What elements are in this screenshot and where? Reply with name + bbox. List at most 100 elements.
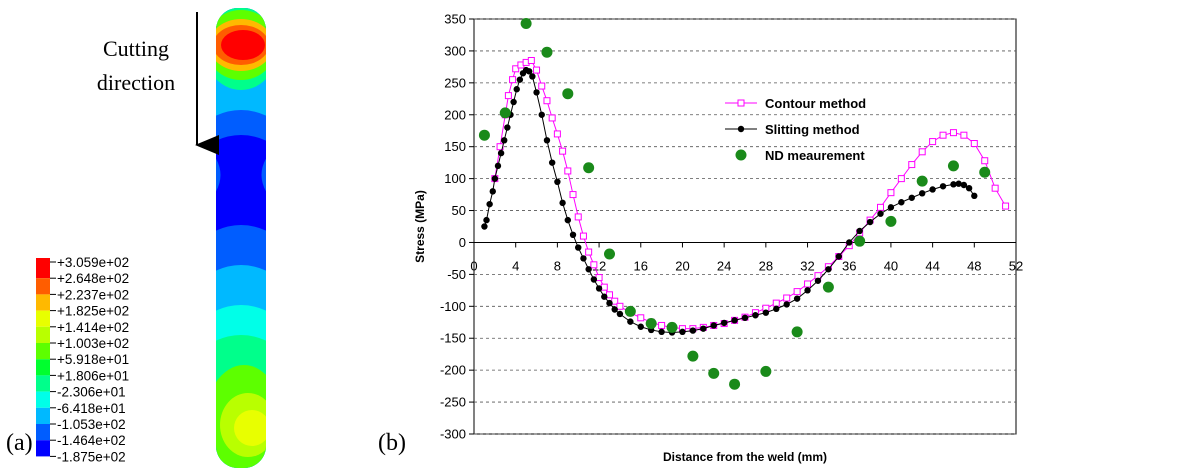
y-tick-label: -100 <box>440 299 466 314</box>
marker <box>950 181 957 188</box>
colorbar-swatch <box>36 310 50 327</box>
marker <box>666 321 678 333</box>
marker <box>804 280 812 288</box>
y-tick-label: 350 <box>444 12 466 27</box>
x-tick-label: 36 <box>842 258 856 273</box>
marker <box>600 283 608 291</box>
marker <box>637 314 645 322</box>
legend-label: Contour method <box>765 96 866 111</box>
marker <box>501 137 508 144</box>
marker <box>908 194 915 201</box>
marker <box>762 309 770 316</box>
marker <box>856 227 863 235</box>
marker <box>939 183 947 190</box>
marker <box>627 318 634 325</box>
annotation: Cutting <box>103 36 169 61</box>
marker <box>752 312 759 319</box>
marker <box>510 98 517 106</box>
marker <box>554 178 561 186</box>
marker <box>590 276 598 283</box>
y-tick-label: 50 <box>452 203 466 218</box>
marker <box>583 162 595 174</box>
colorbar-label: +1.806e+01 <box>57 368 129 383</box>
marker <box>595 285 603 292</box>
marker <box>574 213 582 221</box>
marker <box>687 350 699 362</box>
marker <box>866 218 874 226</box>
x-tick-label: 48 <box>967 258 981 273</box>
marker <box>486 200 493 208</box>
marker <box>533 66 541 74</box>
marker <box>731 317 738 324</box>
marker <box>908 161 916 169</box>
y-tick-label: 250 <box>444 75 466 90</box>
marker <box>569 191 577 199</box>
colorbar-label: +1.825e+02 <box>57 304 129 319</box>
marker <box>929 186 936 193</box>
x-tick-label: 52 <box>1009 258 1023 273</box>
y-tick-label: -150 <box>440 331 466 346</box>
colorbar-swatch <box>36 294 50 311</box>
marker <box>564 216 572 224</box>
marker <box>611 306 618 313</box>
colorbar-swatch <box>36 359 50 376</box>
marker <box>590 261 598 269</box>
marker <box>616 310 624 318</box>
legend-marker <box>735 149 747 161</box>
x-tick-label: 20 <box>675 258 689 273</box>
marker <box>543 97 551 105</box>
colorbar-swatch <box>36 326 50 343</box>
x-tick-label: 40 <box>884 258 898 273</box>
marker <box>793 288 801 296</box>
marker <box>885 215 897 227</box>
marker <box>729 378 741 390</box>
marker <box>478 129 490 141</box>
chart: -300-250-200-150-100-5005010015020025030… <box>413 12 1023 465</box>
colorbar-label: +3.059e+02 <box>57 255 129 270</box>
marker <box>541 46 553 58</box>
x-axis-title: Distance from the weld (mm) <box>663 450 827 464</box>
marker <box>916 175 928 187</box>
marker <box>520 17 532 29</box>
y-tick-label: -250 <box>440 395 466 410</box>
marker <box>513 86 520 93</box>
marker <box>814 277 822 284</box>
marker <box>497 149 505 157</box>
marker <box>918 190 926 197</box>
marker <box>887 189 895 197</box>
marker <box>772 299 780 307</box>
marker <box>939 131 947 139</box>
marker <box>783 294 791 302</box>
marker <box>606 299 613 307</box>
marker <box>700 325 707 332</box>
x-tick-label: 8 <box>554 258 561 273</box>
marker <box>760 365 772 377</box>
x-tick-label: 32 <box>800 258 814 273</box>
marker <box>947 160 959 172</box>
marker <box>559 199 566 207</box>
y-tick-label: 300 <box>444 43 466 58</box>
marker <box>960 131 968 139</box>
marker <box>773 305 780 313</box>
marker <box>604 248 615 260</box>
marker <box>658 328 665 336</box>
marker <box>538 111 545 118</box>
y-tick-label: 200 <box>444 107 466 122</box>
marker <box>1002 202 1010 210</box>
marker <box>960 181 968 189</box>
marker <box>499 107 511 119</box>
x-tick-label: 44 <box>925 258 939 273</box>
marker <box>970 140 978 147</box>
colorbar-label: -1.053e+02 <box>57 417 126 432</box>
y-tick-label: -200 <box>440 363 466 378</box>
x-tick-label: 24 <box>717 258 731 273</box>
colorbar-swatch <box>36 440 50 457</box>
legend-label: ND meaurement <box>765 148 865 163</box>
marker <box>624 305 636 317</box>
marker <box>491 175 499 182</box>
marker <box>580 255 587 262</box>
marker <box>504 92 512 100</box>
colorbar-swatch <box>36 375 50 392</box>
marker <box>553 130 561 138</box>
